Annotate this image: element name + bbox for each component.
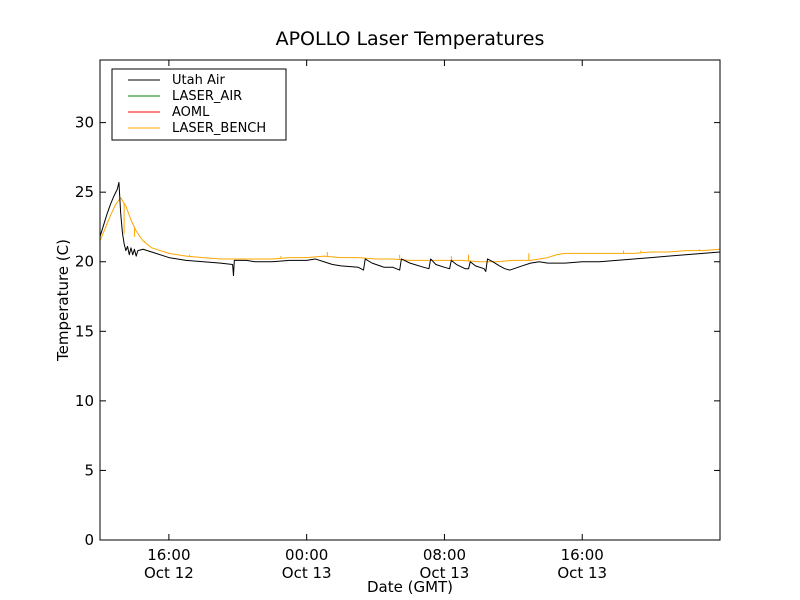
- legend-label: LASER_AIR: [172, 89, 242, 104]
- legend-box: [111, 68, 287, 141]
- y-tick-label: 20: [75, 253, 94, 271]
- y-tick-label: 0: [84, 531, 94, 549]
- series-layer: [99, 181, 721, 277]
- x-tick-label-date: Oct 12: [144, 564, 194, 582]
- legend-label: Utah Air: [172, 73, 225, 88]
- y-axis-label: Temperature (C): [54, 239, 72, 362]
- y-axis: 0 5 10 15 20 25 30: [75, 114, 720, 549]
- y-tick-label: 5: [84, 461, 94, 479]
- chart-title: APOLLO Laser Temperatures: [276, 28, 545, 50]
- y-tick-label: 30: [75, 114, 94, 132]
- x-tick-label-date: Oct 13: [420, 564, 470, 582]
- x-tick-label-time: 16:00: [561, 546, 604, 564]
- x-tick-label-date: Oct 13: [282, 564, 332, 582]
- series-line-laser-bench: [99, 197, 721, 263]
- x-tick-label-time: 08:00: [423, 546, 466, 564]
- legend-label: LASER_BENCH: [172, 121, 266, 136]
- legend-label: AOML: [172, 105, 210, 120]
- x-axis-label: Date (GMT): [367, 578, 453, 596]
- y-tick-label: 15: [75, 322, 94, 340]
- plot-frame: [99, 59, 721, 541]
- x-tick-label-date: Oct 13: [557, 564, 607, 582]
- x-tick-label-time: 00:00: [285, 546, 328, 564]
- x-tick-label-time: 16:00: [147, 546, 190, 564]
- y-tick-label: 25: [75, 183, 94, 201]
- series-line-utah-air: [99, 181, 721, 277]
- y-tick-label: 10: [75, 392, 94, 410]
